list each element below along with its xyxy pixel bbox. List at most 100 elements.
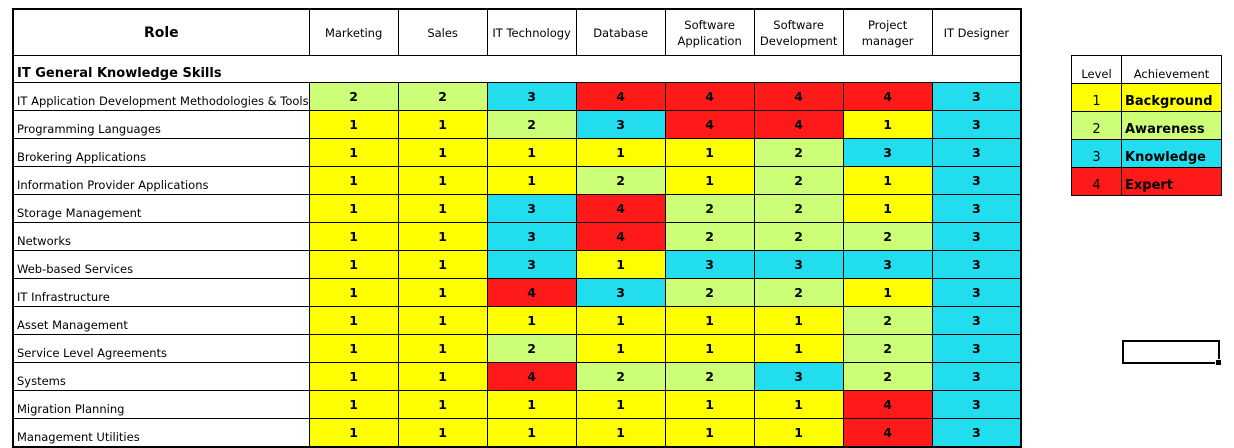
level-cell[interactable]: 1 — [575, 418, 666, 448]
level-cell[interactable]: 1 — [664, 390, 755, 419]
skill-name-cell[interactable]: Information Provider Applications — [12, 166, 310, 195]
level-cell[interactable]: 2 — [575, 166, 666, 195]
legend-level-cell[interactable]: 2 — [1071, 111, 1122, 140]
skill-name-cell[interactable]: Storage Management — [12, 194, 310, 223]
legend-achievement-cell[interactable]: Expert — [1121, 167, 1222, 196]
level-cell[interactable]: 2 — [753, 138, 844, 167]
skill-name-cell[interactable]: Systems — [12, 362, 310, 391]
level-cell[interactable]: 2 — [753, 222, 844, 251]
level-cell[interactable]: 2 — [842, 222, 933, 251]
level-cell[interactable]: 1 — [397, 250, 488, 279]
level-cell[interactable]: 2 — [842, 306, 933, 335]
level-cell[interactable]: 1 — [575, 250, 666, 279]
level-cell[interactable]: 2 — [753, 194, 844, 223]
skill-name-cell[interactable]: Management Utilities — [12, 418, 310, 448]
level-cell[interactable]: 3 — [931, 194, 1022, 223]
level-cell[interactable]: 2 — [842, 362, 933, 391]
selected-cell-cursor[interactable] — [1122, 340, 1222, 366]
skill-name-cell[interactable]: Web-based Services — [12, 250, 310, 279]
skill-name-cell[interactable]: Brokering Applications — [12, 138, 310, 167]
level-cell[interactable]: 1 — [308, 390, 399, 419]
level-cell[interactable]: 1 — [397, 222, 488, 251]
level-cell[interactable]: 1 — [575, 306, 666, 335]
level-cell[interactable]: 3 — [575, 278, 666, 307]
level-cell[interactable]: 1 — [308, 194, 399, 223]
level-cell[interactable]: 2 — [664, 278, 755, 307]
level-cell[interactable]: 3 — [842, 250, 933, 279]
section-title[interactable]: IT General Knowledge Skills — [12, 55, 1022, 83]
level-cell[interactable]: 1 — [308, 166, 399, 195]
level-cell[interactable]: 1 — [397, 110, 488, 139]
level-cell[interactable]: 3 — [753, 250, 844, 279]
level-cell[interactable]: 1 — [664, 418, 755, 448]
role-column-header[interactable]: IT Technology — [486, 8, 577, 56]
level-cell[interactable]: 4 — [664, 110, 755, 139]
level-cell[interactable]: 1 — [308, 306, 399, 335]
level-cell[interactable]: 1 — [397, 138, 488, 167]
level-cell[interactable]: 3 — [486, 250, 577, 279]
level-cell[interactable]: 1 — [308, 138, 399, 167]
level-cell[interactable]: 2 — [753, 166, 844, 195]
level-cell[interactable]: 3 — [931, 306, 1022, 335]
level-cell[interactable]: 1 — [397, 418, 488, 448]
level-cell[interactable]: 3 — [486, 82, 577, 111]
level-cell[interactable]: 1 — [664, 334, 755, 363]
level-cell[interactable]: 1 — [753, 390, 844, 419]
level-cell[interactable]: 1 — [397, 194, 488, 223]
level-cell[interactable]: 1 — [753, 334, 844, 363]
level-cell[interactable]: 3 — [931, 138, 1022, 167]
level-cell[interactable]: 1 — [486, 166, 577, 195]
level-cell[interactable]: 1 — [308, 110, 399, 139]
level-cell[interactable]: 1 — [664, 166, 755, 195]
legend-achievement-cell[interactable]: Awareness — [1121, 111, 1222, 140]
level-cell[interactable]: 1 — [486, 306, 577, 335]
level-cell[interactable]: 2 — [575, 362, 666, 391]
level-cell[interactable]: 1 — [842, 166, 933, 195]
role-column-header[interactable]: Project manager — [842, 8, 933, 56]
level-cell[interactable]: 1 — [308, 250, 399, 279]
level-cell[interactable]: 3 — [931, 82, 1022, 111]
level-cell[interactable]: 1 — [308, 334, 399, 363]
role-column-header[interactable]: Software Application — [664, 8, 755, 56]
level-cell[interactable]: 3 — [486, 222, 577, 251]
level-cell[interactable]: 3 — [931, 362, 1022, 391]
skill-name-cell[interactable]: IT Application Development Methodologies… — [12, 82, 310, 111]
level-cell[interactable]: 2 — [664, 362, 755, 391]
legend-level-header[interactable]: Level — [1071, 55, 1122, 84]
level-cell[interactable]: 1 — [397, 390, 488, 419]
level-cell[interactable]: 1 — [575, 138, 666, 167]
level-cell[interactable]: 2 — [486, 334, 577, 363]
level-cell[interactable]: 1 — [397, 278, 488, 307]
level-cell[interactable]: 1 — [486, 390, 577, 419]
level-cell[interactable]: 1 — [575, 390, 666, 419]
level-cell[interactable]: 4 — [842, 82, 933, 111]
legend-achievement-cell[interactable]: Knowledge — [1121, 139, 1222, 168]
level-cell[interactable]: 1 — [486, 418, 577, 448]
legend-level-cell[interactable]: 3 — [1071, 139, 1122, 168]
level-cell[interactable]: 2 — [842, 334, 933, 363]
level-cell[interactable]: 1 — [664, 306, 755, 335]
level-cell[interactable]: 4 — [664, 82, 755, 111]
level-cell[interactable]: 3 — [575, 110, 666, 139]
level-cell[interactable]: 2 — [486, 110, 577, 139]
level-cell[interactable]: 4 — [842, 390, 933, 419]
level-cell[interactable]: 1 — [486, 138, 577, 167]
legend-achievement-cell[interactable]: Background — [1121, 83, 1222, 112]
role-column-header[interactable]: Sales — [397, 8, 488, 56]
level-cell[interactable]: 3 — [931, 390, 1022, 419]
level-cell[interactable]: 3 — [931, 166, 1022, 195]
legend-level-cell[interactable]: 1 — [1071, 83, 1122, 112]
skill-name-cell[interactable]: Networks — [12, 222, 310, 251]
level-cell[interactable]: 4 — [575, 222, 666, 251]
level-cell[interactable]: 1 — [397, 306, 488, 335]
level-cell[interactable]: 4 — [486, 362, 577, 391]
level-cell[interactable]: 1 — [397, 166, 488, 195]
level-cell[interactable]: 2 — [664, 194, 755, 223]
level-cell[interactable]: 3 — [486, 194, 577, 223]
level-cell[interactable]: 3 — [931, 334, 1022, 363]
level-cell[interactable]: 3 — [664, 250, 755, 279]
level-cell[interactable]: 4 — [842, 418, 933, 448]
level-cell[interactable]: 3 — [931, 110, 1022, 139]
level-cell[interactable]: 2 — [664, 222, 755, 251]
level-cell[interactable]: 1 — [308, 362, 399, 391]
